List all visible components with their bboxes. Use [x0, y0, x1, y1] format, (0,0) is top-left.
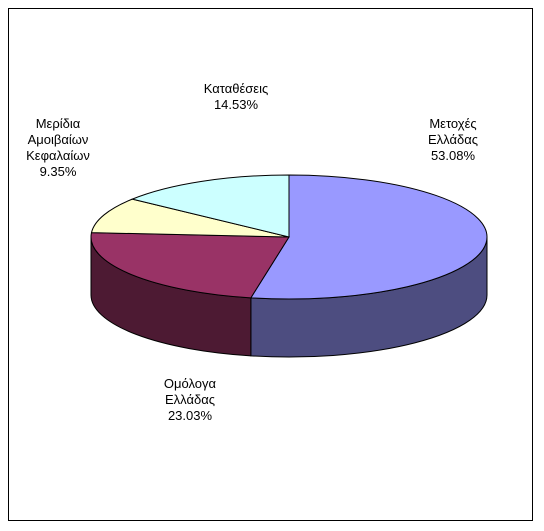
slice-name-label: Καταθέσεις [204, 81, 269, 96]
slice-name-label: Κεφαλαίων [26, 148, 90, 163]
slice-name-label: Ελλάδας [165, 392, 215, 407]
slice-label-3: Καταθέσεις 14.53% [204, 81, 269, 112]
slice-value-label: 14.53% [214, 97, 259, 112]
slice-label-2: Μερίδια Αμοιβαίων Κεφαλαίων 9.35% [26, 116, 90, 179]
slice-value-label: 9.35% [40, 164, 77, 179]
slice-value-label: 53.08% [431, 148, 476, 163]
slice-name-label: Αμοιβαίων [28, 132, 89, 147]
pie-slice-1 [90, 232, 290, 299]
pie-labels: Μετοχές Ελλάδας 53.08%Ομόλογα Ελλάδας 23.03%… [26, 81, 478, 423]
pie-slice-2 [90, 198, 290, 238]
pie-slice-0 [249, 174, 488, 300]
pie-tops [90, 174, 488, 300]
slice-name-label: Μερίδια [36, 116, 81, 131]
slice-label-1: Ομόλογα Ελλάδας 23.03% [164, 376, 217, 423]
slice-name-label: Ελλάδας [428, 132, 478, 147]
slice-value-label: 23.03% [168, 408, 213, 423]
pie-slice-3 [130, 174, 290, 238]
slice-name-label: Ομόλογα [164, 376, 217, 391]
slice-name-label: Μετοχές [429, 116, 476, 131]
slice-label-0: Μετοχές Ελλάδας 53.08% [428, 116, 478, 163]
